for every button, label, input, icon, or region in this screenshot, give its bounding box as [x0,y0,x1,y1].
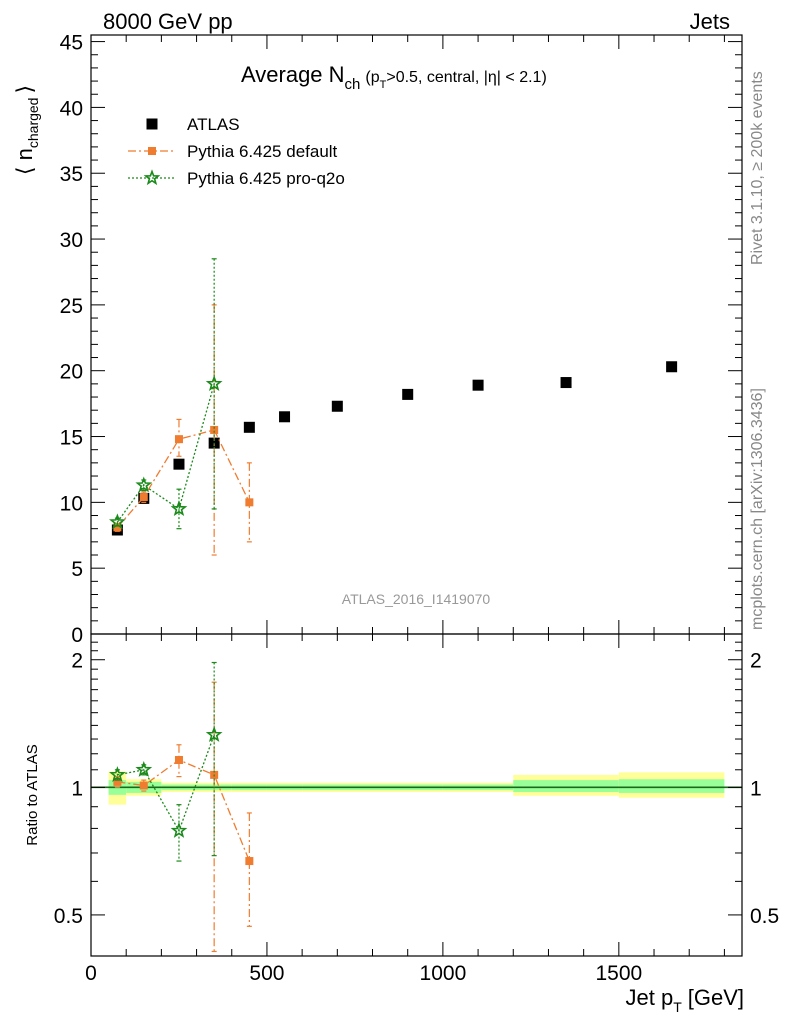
ratio-plot-frame [90,633,743,957]
legend-label: Pythia 6.425 default [187,142,338,161]
main-data-point [245,498,254,507]
ratio-data-point [135,760,153,777]
ratio-data-point [205,726,223,742]
main-data-point [666,361,678,373]
main-y-tick-label: 0 [71,624,83,647]
ratio-y-tick-label-left: 0.5 [54,905,83,928]
ratio-data-point [245,857,254,866]
ratio-series-line [117,734,215,833]
x-tick-label: 0 [85,962,97,985]
main-y-tick-label: 45 [60,32,83,55]
ratio-y-tick-label-left: 2 [71,650,83,673]
main-data-point [113,523,122,532]
ratio-stat-uncertainty-band [618,779,725,793]
legend-marker [146,118,158,130]
main-data-point [139,493,148,502]
x-tick-label: 500 [249,962,284,985]
legend-marker [148,147,156,155]
x-tick-label: 1000 [420,962,467,985]
header-right-label: Jets [690,9,730,34]
ratio-data-point [174,756,183,765]
legend-marker [143,169,161,186]
ratio-y-tick-label-right: 0.5 [750,905,779,928]
ratio-y-axis-label: Ratio to ATLAS [24,744,41,845]
main-data-point [205,375,223,391]
main-y-tick-label: 5 [71,558,83,581]
main-data-point [174,435,183,444]
rivet-version-label: Rivet 3.1.10, ≥ 200k events [749,71,766,265]
legend-label: Pythia 6.425 pro-q2o [187,169,345,188]
x-tick-label: 1500 [595,962,642,985]
main-y-tick-label: 30 [60,229,83,252]
main-series-line [116,383,215,523]
main-y-tick-label: 15 [60,427,83,450]
main-y-tick-label: 35 [60,163,83,186]
main-data-point [243,421,255,433]
ratio-y-tick-label-left: 1 [71,777,83,800]
main-data-point [279,411,291,423]
ratio-stat-uncertainty-band [513,780,619,792]
mcplots-label: mcplots.cern.ch [arXiv:1306.3436] [749,388,766,630]
main-data-point [210,425,219,434]
x-axis-label: Jet pT [GeV] [625,985,744,1015]
main-data-point [472,379,484,391]
main-data-point [135,476,153,493]
main-y-tick-label: 40 [60,97,83,120]
main-data-point [170,500,188,517]
ratio-data-point [113,777,122,786]
legend-label: ATLAS [187,115,240,134]
main-data-point [560,377,572,389]
main-data-point [109,513,126,530]
ratio-data-point [109,766,126,782]
header-left-label: 8000 GeV pp [103,9,233,34]
main-data-point [402,388,414,400]
main-data-point [331,400,343,412]
ratio-data-point [170,821,188,838]
main-y-tick-label: 25 [60,295,83,318]
main-y-tick-label: 10 [60,492,83,515]
ratio-y-tick-label-right: 1 [750,777,762,800]
main-series-line [116,429,250,528]
main-y-axis-label: ⟨ ncharged⟩ [12,85,41,175]
legend: ATLAS Pythia 6.425 default Pythia 6.425 pr… [128,115,345,188]
plot-title: Average Nch (pT>0.5, central, |η| < 2.1) [241,62,547,93]
ratio-data-point [139,781,148,790]
main-y-tick-label: 20 [60,361,83,384]
main-data-point [173,458,185,470]
ratio-series-line [117,759,251,862]
ratio-y-tick-label-right: 2 [750,650,762,673]
plot-title-subscript: ch [345,76,361,93]
analysis-watermark: ATLAS_2016_I1419070 [342,591,491,607]
